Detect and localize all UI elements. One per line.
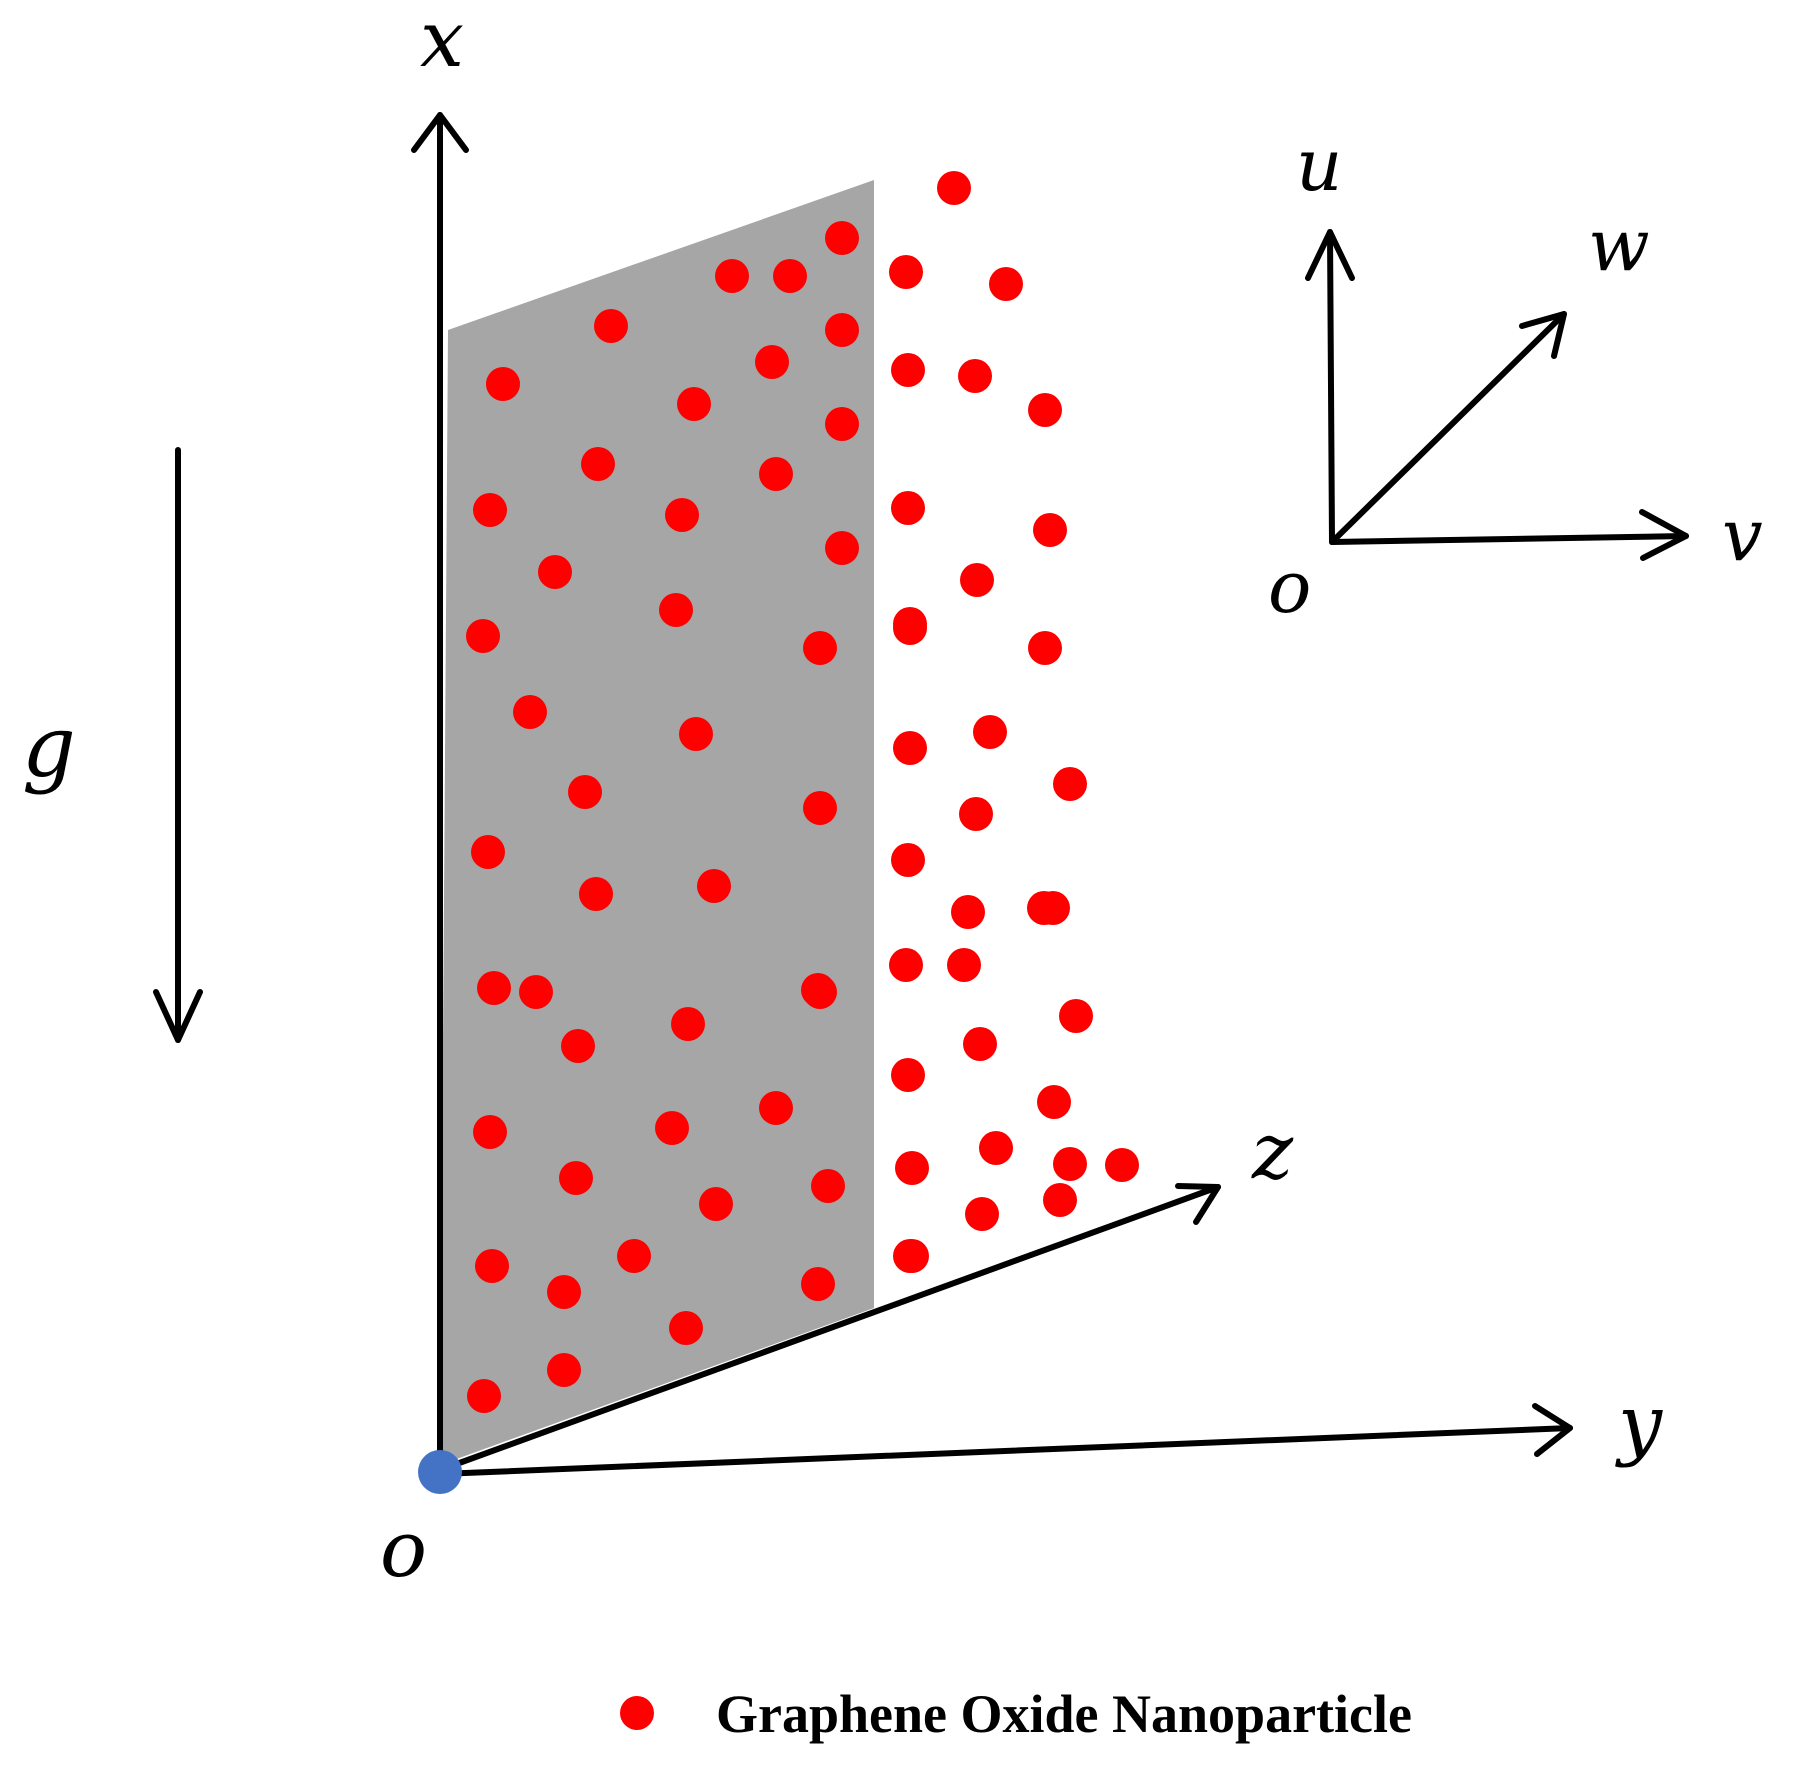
nanoparticle-dot (937, 171, 971, 205)
nanoparticle-dot (801, 973, 835, 1007)
nanoparticle-dot (1053, 767, 1087, 801)
nanoparticle-dot (655, 1111, 689, 1145)
nanoparticle-dot (594, 309, 628, 343)
gravity-label: g (22, 698, 76, 796)
nanoparticle-dot (561, 1029, 595, 1063)
nanoparticle-dot (959, 797, 993, 831)
nanoparticle-dot (679, 717, 713, 751)
x-axis-label: x (420, 0, 464, 85)
nanoparticle-dot (1028, 631, 1062, 665)
nanoparticle-dot (773, 259, 807, 293)
nanoparticle-dot (825, 531, 859, 565)
nanoparticle-dot (1036, 891, 1070, 925)
w-axis (1329, 311, 1567, 545)
w-label: w (1588, 203, 1650, 287)
nanoparticle-dot (891, 843, 925, 877)
nanoparticle-dot (568, 775, 602, 809)
nanoparticle-dot (475, 1249, 509, 1283)
gravity-arrow (153, 447, 203, 1043)
nanoparticle-dot (486, 367, 520, 401)
nanoparticle-dot (825, 407, 859, 441)
nanoparticle-dot (547, 1275, 581, 1309)
nanoparticle-dot (473, 1115, 507, 1149)
nanoparticle-dot (759, 1091, 793, 1125)
nanoparticle-dot (513, 695, 547, 729)
nanoparticle-dot (471, 835, 505, 869)
nanoparticle-dot (889, 255, 923, 289)
nanoparticle-dot (547, 1353, 581, 1387)
nanoparticle-dot (1059, 999, 1093, 1033)
nanoparticle-dot (538, 555, 572, 589)
y-axis (437, 1403, 1573, 1477)
nanoparticle-dot (759, 457, 793, 491)
nanoparticle-dot (473, 493, 507, 527)
nanoparticle-dot (891, 353, 925, 387)
nanoparticle-dot (1105, 1148, 1139, 1182)
nanoparticle-dot (989, 267, 1023, 301)
nanoparticle-dot (958, 359, 992, 393)
nanoparticle-dot (581, 447, 615, 481)
nanoparticle-dot (1037, 1085, 1071, 1119)
origin-label: o (380, 1505, 427, 1595)
legend: Graphene Oxide Nanoparticle (620, 1684, 1412, 1744)
gray-plate (440, 180, 874, 1465)
v-axis (1329, 533, 1689, 545)
nanoparticle-dot (889, 948, 923, 982)
nanoparticle-dot (559, 1161, 593, 1195)
nanoparticle-dot (965, 1197, 999, 1231)
nanoparticle-dot (891, 1058, 925, 1092)
nanoparticle-dot (617, 1239, 651, 1273)
y-axis-label: y (1615, 1379, 1663, 1469)
nanoparticle-group (466, 171, 1139, 1413)
u-axis (1327, 229, 1335, 545)
x-axis (411, 112, 469, 1473)
nanoparticle-dot (973, 715, 1007, 749)
nanoparticle-dot (891, 491, 925, 525)
nanoparticle-dot (715, 259, 749, 293)
nanoparticle-dot (803, 791, 837, 825)
z-axis-label: z (1251, 1107, 1294, 1197)
nanoparticle-dot (1033, 513, 1067, 547)
nanoparticle-dot (979, 1131, 1013, 1165)
nanoparticle-dot (1053, 1147, 1087, 1181)
nanoparticle-dot (477, 971, 511, 1005)
inset-axes (1305, 229, 1689, 561)
nanoparticle-dot (467, 1379, 501, 1413)
nanoparticle-dot (947, 948, 981, 982)
nanoparticle-dot (893, 611, 927, 645)
nanoparticle-dot (893, 1239, 927, 1273)
nanoparticle-dot (1043, 1183, 1077, 1217)
nanoparticle-dot (963, 1027, 997, 1061)
nanoparticle-dot (825, 313, 859, 347)
nanoparticle-dot (811, 1169, 845, 1203)
nanoparticle-dot (699, 1187, 733, 1221)
nanoparticle-dot (893, 731, 927, 765)
nanoparticle-dot (895, 1151, 929, 1185)
nanoparticle-dot (579, 877, 613, 911)
z-axis (437, 1183, 1221, 1473)
nanoparticle-dot (825, 221, 859, 255)
legend-label: Graphene Oxide Nanoparticle (716, 1684, 1412, 1744)
origin-point (418, 1450, 462, 1494)
nanoparticle-dot (659, 593, 693, 627)
nanoparticle-dot (697, 869, 731, 903)
inset-origin-label: o (1268, 545, 1311, 629)
nanoparticle-dot (669, 1311, 703, 1345)
v-label: v (1722, 493, 1763, 577)
u-label: u (1296, 123, 1342, 207)
nanoparticle-dot (677, 387, 711, 421)
legend-particle-marker (620, 1696, 654, 1730)
nanoparticle-dot (1028, 393, 1062, 427)
nanoparticle-dot (665, 498, 699, 532)
nanoparticle-dot (960, 563, 994, 597)
nanoparticle-dot (671, 1007, 705, 1041)
nanoparticle-dot (803, 631, 837, 665)
nanoparticle-dot (755, 345, 789, 379)
nanoparticle-dot (951, 895, 985, 929)
nanoparticle-dot (466, 619, 500, 653)
nanoparticle-dot (519, 975, 553, 1009)
nanoparticle-dot (801, 1267, 835, 1301)
